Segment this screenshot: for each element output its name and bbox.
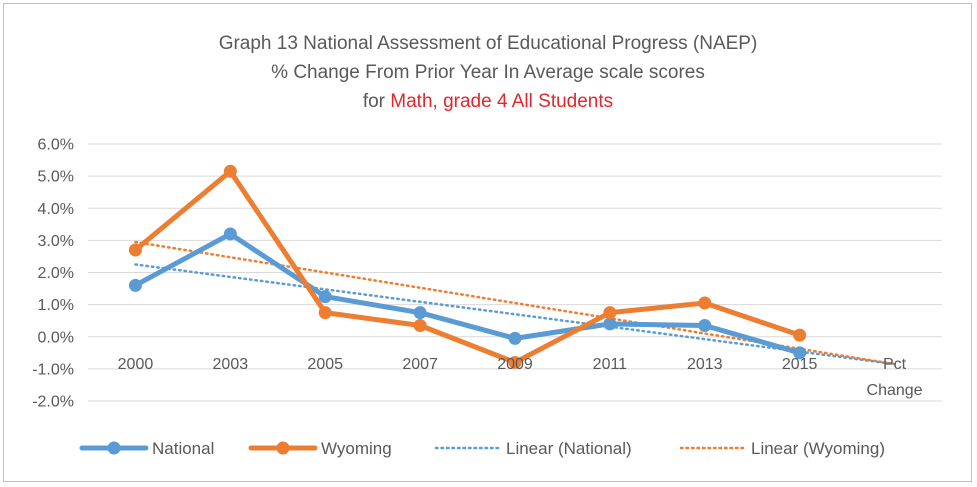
legend-marker xyxy=(107,441,121,455)
data-point xyxy=(318,306,332,320)
trendline xyxy=(134,263,896,366)
y-tick-label: 5.0% xyxy=(38,169,74,186)
y-tick-label: 4.0% xyxy=(38,201,74,218)
y-tick-label: 6.0% xyxy=(38,137,74,154)
series-line xyxy=(132,168,803,365)
legend: National Wyoming Linear (National) Linear (… xyxy=(79,439,885,458)
data-point xyxy=(793,346,807,360)
y-tick-label: -1.0% xyxy=(32,361,74,378)
x-tick-label: 2003 xyxy=(213,356,249,373)
data-point xyxy=(508,355,522,369)
x-tick-label: 2015 xyxy=(782,356,818,373)
legend-label: Linear (Wyoming) xyxy=(751,439,885,458)
legend-label: Wyoming xyxy=(321,439,392,458)
data-point xyxy=(223,164,237,178)
data-point xyxy=(128,278,142,292)
x-tick-label: 2000 xyxy=(118,356,154,373)
data-point xyxy=(698,296,712,310)
legend-label: National xyxy=(152,439,214,458)
chart-frame: Graph 13 National Assessment of Educatio… xyxy=(3,3,972,482)
x-tick-label: 2009 xyxy=(497,356,533,373)
x-tick-label: 2005 xyxy=(307,356,343,373)
chart-title-line-3-prefix: for xyxy=(363,91,390,112)
x-axis-tick-labels: 2000 2003 2005 2007 2009 2011 2013 2015 Pct Chang… xyxy=(118,356,923,399)
data-point xyxy=(603,317,617,331)
data-point xyxy=(128,243,142,257)
y-axis-tick-labels: 6.0% 5.0% 4.0% 3.0% 2.0% 1.0% 0.0% -1.0% -2.0% xyxy=(32,137,74,411)
legend-marker xyxy=(276,441,290,455)
chart-title-line-1: Graph 13 National Assessment of Educatio… xyxy=(219,33,758,54)
y-tick-label: 1.0% xyxy=(38,297,74,314)
data-point xyxy=(413,319,427,333)
data-point xyxy=(698,319,712,333)
chart-canvas: Graph 13 National Assessment of Educatio… xyxy=(32,33,942,458)
y-tick-label: 0.0% xyxy=(38,329,74,346)
series-line xyxy=(132,231,803,356)
data-point xyxy=(793,328,807,342)
x-tick-label: Change xyxy=(867,382,923,399)
chart-title-line-2: % Change From Prior Year In Average scal… xyxy=(271,62,705,83)
chart-title-line-3-highlight: Math, grade 4 All Students xyxy=(390,91,613,112)
x-tick-label: 2011 xyxy=(593,356,628,373)
data-point xyxy=(508,331,522,345)
x-tick-label: 2013 xyxy=(687,356,723,373)
y-tick-label: 2.0% xyxy=(38,265,74,282)
legend-label: Linear (National) xyxy=(506,439,632,458)
data-point xyxy=(603,306,617,320)
x-tick-label: Pct xyxy=(883,356,907,373)
y-tick-label: 3.0% xyxy=(38,233,74,250)
data-series xyxy=(128,164,807,369)
data-point xyxy=(318,290,332,304)
data-point xyxy=(413,306,427,320)
chart-title-line-3: for Math, grade 4 All Students xyxy=(363,91,613,112)
y-tick-label: -2.0% xyxy=(32,394,74,411)
x-tick-label: 2007 xyxy=(402,356,438,373)
data-point xyxy=(223,227,237,241)
